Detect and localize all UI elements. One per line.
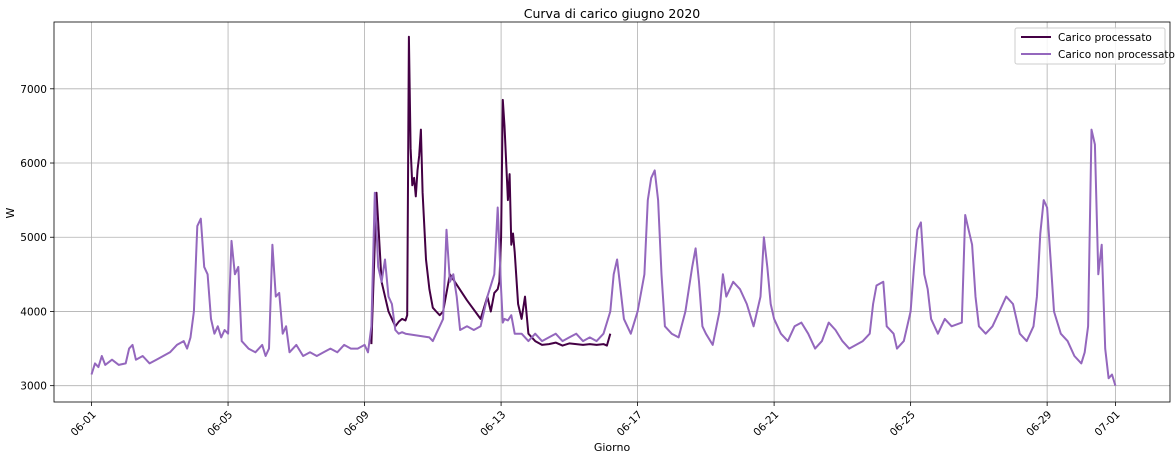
legend-label-carico-processato: Carico processato bbox=[1058, 32, 1152, 44]
y-tick-label: 3000 bbox=[20, 381, 47, 393]
legend-label-carico-non-processato: Carico non processato bbox=[1058, 49, 1175, 61]
y-tick-label: 6000 bbox=[20, 158, 47, 170]
legend-box bbox=[1014, 27, 1166, 65]
x-axis-label: Giorno bbox=[594, 441, 631, 454]
series-line-carico-non-processato bbox=[90, 128, 1117, 386]
plot-area bbox=[54, 22, 1170, 402]
y-tick-label: 4000 bbox=[20, 306, 47, 318]
y-tick-label: 5000 bbox=[20, 232, 47, 244]
y-axis-label: W bbox=[4, 207, 17, 218]
chart-title: Curva di carico giugno 2020 bbox=[524, 6, 701, 21]
series-line-carico-processato bbox=[370, 35, 612, 347]
y-axis: 3000 4000 5000 6000 7000 bbox=[20, 84, 54, 393]
plot-frame bbox=[53, 21, 1171, 403]
y-tick-label: 7000 bbox=[20, 84, 47, 96]
legend: Carico processato Carico non processato bbox=[1014, 27, 1175, 65]
series-layer bbox=[90, 35, 1117, 386]
